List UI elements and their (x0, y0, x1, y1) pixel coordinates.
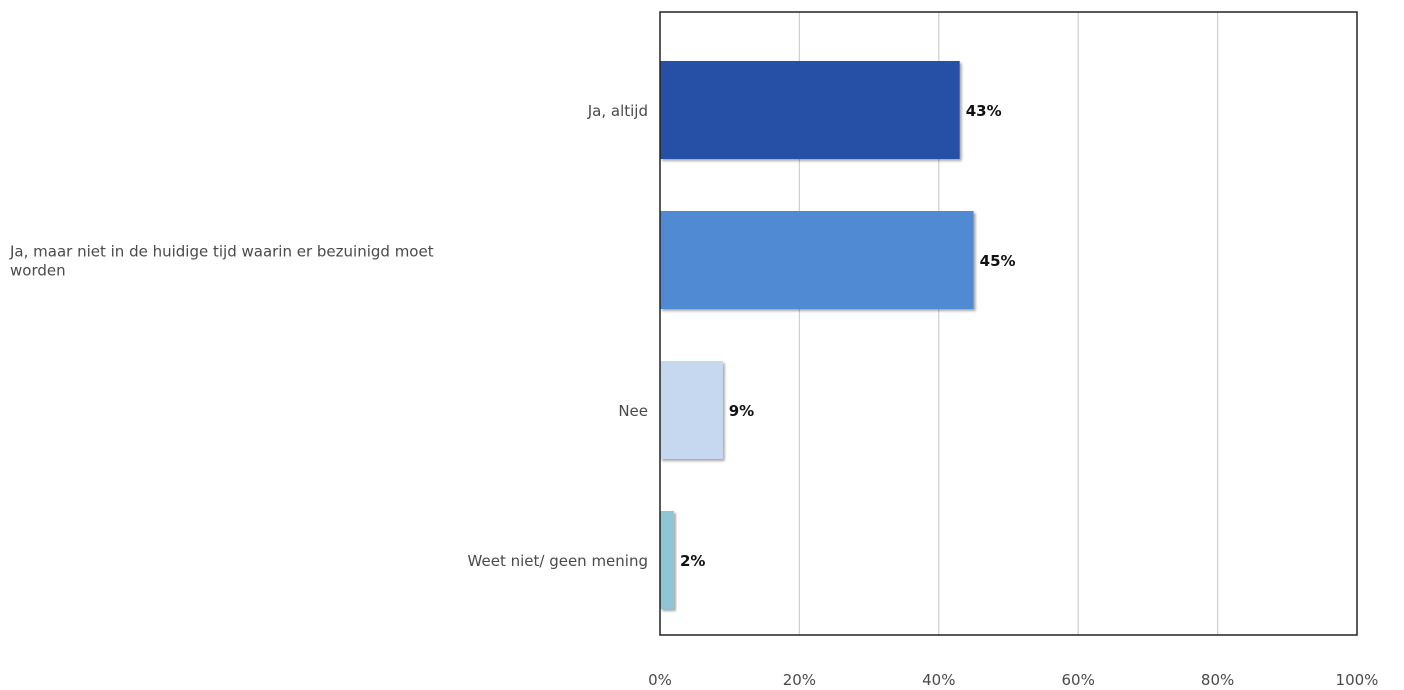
category-label-1: Ja, maar niet in de huidige tijd waarin … (9, 243, 434, 280)
bar-3 (660, 511, 674, 609)
x-tick-label-3: 60% (1062, 671, 1095, 689)
plot-frame (659, 11, 1358, 636)
bar-2 (660, 361, 723, 459)
bar-1 (660, 211, 974, 309)
x-tick-label-5: 100% (1336, 671, 1379, 689)
data-label-2: 9% (729, 402, 754, 420)
data-labels: 43% 45% 9% 2% (680, 102, 1016, 570)
bars (660, 61, 974, 609)
category-label-0: Ja, altijd (587, 102, 648, 120)
x-tick-label-2: 40% (922, 671, 955, 689)
data-label-1: 45% (980, 252, 1016, 270)
x-tick-label-4: 80% (1201, 671, 1234, 689)
x-tick-label-0: 0% (648, 671, 672, 689)
category-label-1-line-1: worden (10, 262, 66, 280)
x-axis-tick-labels: 0% 20% 40% 60% 80% 100% (648, 671, 1378, 689)
data-label-3: 2% (680, 552, 705, 570)
category-labels: Ja, altijd Ja, maar niet in de huidige ti… (9, 102, 648, 570)
x-tick-label-1: 20% (783, 671, 816, 689)
category-label-1-line-0: Ja, maar niet in de huidige tijd waarin … (9, 243, 434, 261)
data-label-0: 43% (966, 102, 1002, 120)
category-label-3: Weet niet/ geen mening (468, 552, 648, 570)
category-label-2: Nee (618, 402, 648, 420)
bar-0 (660, 61, 960, 159)
